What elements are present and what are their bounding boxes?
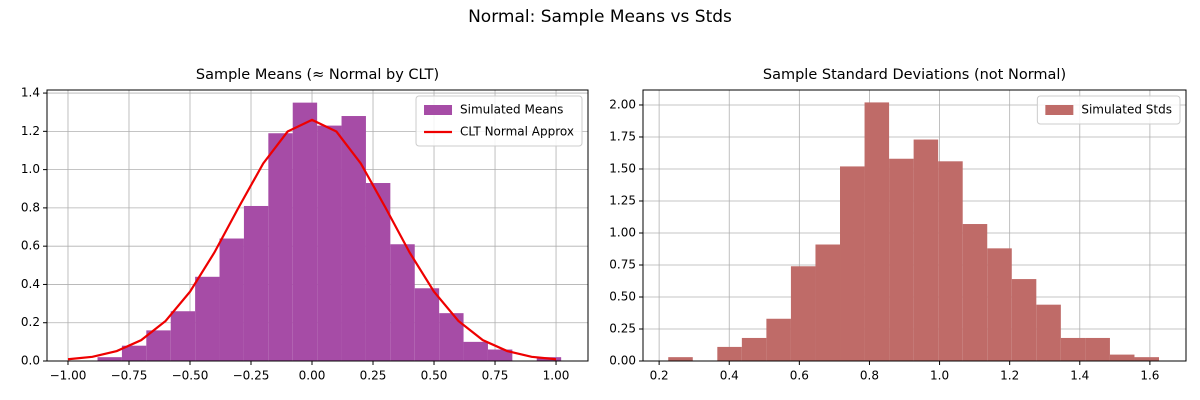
bar xyxy=(1060,337,1086,361)
x-tick-label: 0.00 xyxy=(299,369,326,383)
axes-title: Sample Standard Deviations (not Normal) xyxy=(763,67,1066,83)
x-tick-label: 0.6 xyxy=(790,369,809,383)
bar xyxy=(668,357,693,361)
bar xyxy=(487,349,513,361)
x-tick-label: 0.50 xyxy=(421,369,448,383)
legend-swatch xyxy=(424,105,453,115)
x-tick-label: −1.00 xyxy=(50,369,87,383)
x-tick-label: −0.75 xyxy=(111,369,148,383)
bar xyxy=(766,318,791,361)
y-tick-label: 0.6 xyxy=(21,239,40,253)
bar xyxy=(815,244,841,361)
bar xyxy=(243,205,269,361)
x-tick-label: 0.25 xyxy=(360,369,387,383)
y-tick-label: 1.2 xyxy=(21,124,40,138)
x-tick-label: 0.8 xyxy=(860,369,879,383)
bar xyxy=(1011,279,1037,361)
y-tick-label: 0.8 xyxy=(21,200,40,214)
bar xyxy=(146,330,171,361)
bar xyxy=(840,166,865,361)
x-tick-label: 1.4 xyxy=(1070,369,1089,383)
bar xyxy=(195,276,220,361)
legend-box xyxy=(1036,95,1181,125)
y-tick-label: 1.4 xyxy=(21,86,40,100)
legend-label: CLT Normal Approx xyxy=(460,125,574,139)
y-tick-label: 1.0 xyxy=(21,162,40,176)
bar xyxy=(414,288,440,361)
bar xyxy=(790,266,816,361)
bar xyxy=(268,133,293,361)
x-tick-label: 1.0 xyxy=(930,369,949,383)
bar xyxy=(962,224,988,361)
legend-label: Simulated Means xyxy=(460,103,563,117)
y-tick-label: 1.25 xyxy=(609,193,636,207)
x-tick-label: 0.75 xyxy=(482,369,509,383)
x-tick-label: −0.50 xyxy=(172,369,209,383)
y-tick-label: 0.50 xyxy=(609,289,636,303)
bar xyxy=(717,346,742,361)
y-tick-label: 0.4 xyxy=(21,277,40,291)
legend-swatch xyxy=(1045,105,1074,115)
figure-title: Normal: Sample Means vs Stds xyxy=(468,7,732,27)
bar xyxy=(1134,357,1160,361)
y-tick-label: 0.0 xyxy=(21,354,40,368)
x-tick-label: −0.25 xyxy=(233,369,270,383)
legend-box xyxy=(415,95,583,147)
bar xyxy=(938,161,963,361)
bar xyxy=(219,238,244,361)
bar xyxy=(341,116,366,361)
x-tick-label: 0.2 xyxy=(650,369,669,383)
bar xyxy=(365,183,391,361)
x-tick-label: 1.6 xyxy=(1140,369,1159,383)
y-tick-label: 2.00 xyxy=(609,97,636,111)
bar xyxy=(439,313,464,361)
y-tick-label: 1.00 xyxy=(609,225,636,239)
axes-frame xyxy=(46,89,589,362)
bar xyxy=(1109,354,1135,361)
bar xyxy=(292,102,318,362)
bar xyxy=(913,139,939,361)
bar xyxy=(317,125,342,361)
bar xyxy=(1085,337,1110,361)
bar xyxy=(864,102,890,361)
bar xyxy=(170,311,196,361)
bar xyxy=(121,345,147,361)
bar xyxy=(741,337,767,361)
x-tick-label: 1.2 xyxy=(1000,369,1019,383)
axes-frame xyxy=(642,89,1187,362)
y-tick-label: 1.50 xyxy=(609,161,636,175)
axes-title: Sample Means (≈ Normal by CLT) xyxy=(196,67,439,83)
y-tick-label: 1.75 xyxy=(609,129,636,143)
x-tick-label: 1.00 xyxy=(543,369,570,383)
y-tick-label: 0.75 xyxy=(609,257,636,271)
curve xyxy=(67,118,557,361)
bar xyxy=(987,248,1012,361)
bar xyxy=(463,341,488,361)
bar xyxy=(889,158,914,361)
x-tick-label: 0.4 xyxy=(720,369,739,383)
legend-label: Simulated Stds xyxy=(1081,103,1172,117)
y-tick-label: 0.00 xyxy=(609,354,636,368)
bar xyxy=(97,357,122,361)
bar xyxy=(1036,304,1061,361)
y-tick-label: 0.2 xyxy=(21,315,40,329)
y-tick-label: 0.25 xyxy=(609,321,636,335)
bar xyxy=(390,244,415,361)
